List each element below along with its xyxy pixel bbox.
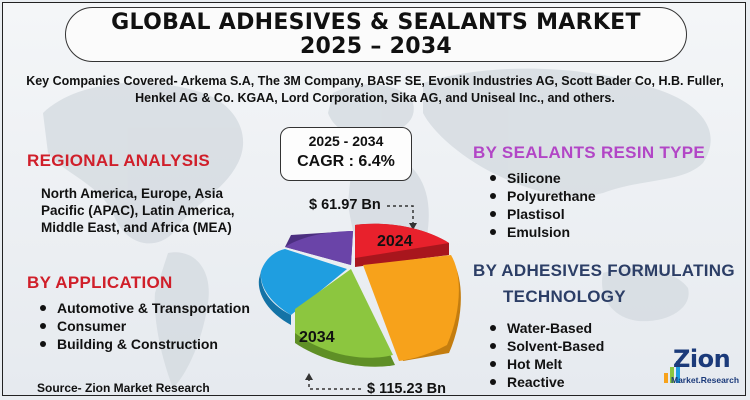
bar-chart-icon [664,361,680,383]
arrow-2024 [409,223,417,230]
list-item: Polyurethane [485,187,685,205]
adhesives-tech-heading: BY ADHESIVES FORMULATING [473,261,735,280]
list-item: Water-Based [485,319,685,337]
arrow-2034 [305,373,313,380]
market-pie-illustration [258,205,461,390]
page-title: GLOBAL ADHESIVES & SEALANTS MARKET [111,10,641,35]
title-banner: GLOBAL ADHESIVES & SEALANTS MARKET 2025 … [65,7,687,62]
pie-slice-green [295,269,395,367]
adhesives-tech-list: Water-Based Solvent-Based Hot Melt React… [485,319,685,391]
page-title-years: 2025 – 2034 [299,34,453,59]
pie-slice-blue [258,249,347,325]
value-2024-callout: $ 61.97 Bn [309,197,381,213]
key-companies-text: Key Companies Covered- Arkema S.A, The 3… [26,74,724,105]
sealants-resin-list: Silicone Polyurethane Plastisol Emulsion [485,169,685,241]
cagr-period: 2025 - 2034 [308,133,384,149]
logo-subtitle: Market.Research [671,375,740,385]
list-item: Emulsion [485,223,685,241]
sealants-resin-heading: BY SEALANTS RESIN TYPE [473,143,706,162]
zion-logo: Zion Market.Research [663,345,741,393]
pie-slice-red [355,223,449,267]
application-heading: BY APPLICATION [27,273,173,292]
list-item: Hot Melt [485,355,685,373]
connector-2024 [387,205,414,225]
pie-slice-orange [363,255,461,361]
value-2034-callout: $ 115.23 Bn [367,381,446,396]
source-credit: Source- Zion Market Research [37,381,210,395]
infographic-frame: GLOBAL ADHESIVES & SEALANTS MARKET 2025 … [2,2,746,396]
label-2034: 2034 [299,329,335,346]
cagr-value: CAGR : 6.4% [297,153,395,170]
list-item: Solvent-Based [485,337,685,355]
list-item: Automotive & Transportation [35,299,265,317]
list-item: Plastisol [485,205,685,223]
adhesives-tech-heading-2: TECHNOLOGY [503,287,626,306]
regional-analysis-text: North America, Europe, Asia Pacific (APA… [41,186,235,235]
connector-2034 [308,378,363,390]
application-list: Automotive & Transportation Consumer Bui… [35,299,265,353]
logo-name: Zion [673,345,731,373]
pie-slice-purple [285,231,353,265]
cagr-box: 2025 - 2034 CAGR : 6.4% [280,127,412,181]
list-item: Silicone [485,169,685,187]
list-item: Building & Construction [35,335,265,353]
list-item: Reactive [485,373,685,391]
label-2024: 2024 [377,233,413,250]
list-item: Consumer [35,317,265,335]
regional-analysis-heading: REGIONAL ANALYSIS [27,151,211,170]
